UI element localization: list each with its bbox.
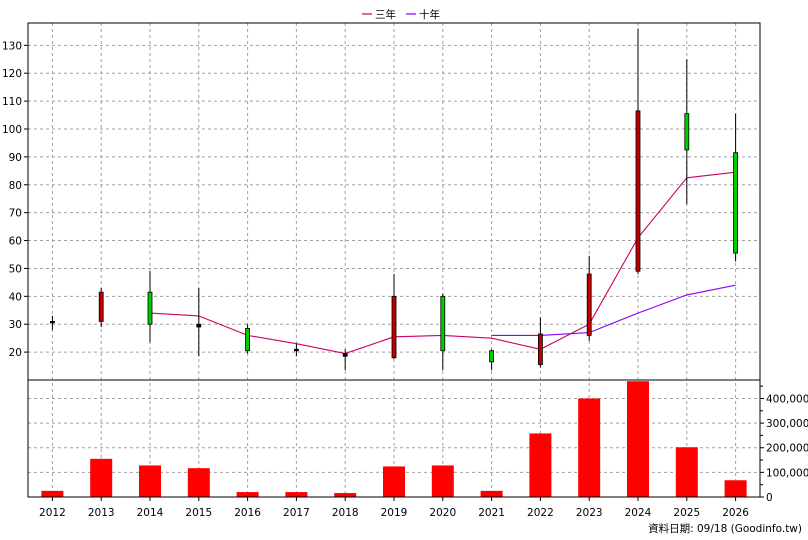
price-tick-label: 50 [9, 263, 22, 275]
x-tick-label: 2013 [88, 507, 115, 519]
candle [391, 274, 397, 360]
candle-body [684, 113, 690, 151]
candle-body [147, 291, 153, 325]
legend-label: 三年 [375, 8, 396, 21]
candle [147, 271, 153, 343]
volume-tick-label: 100,000 [766, 467, 808, 479]
candle [196, 287, 202, 357]
plot-frame [27, 22, 761, 498]
candle [50, 315, 55, 330]
candle [440, 293, 446, 371]
volume-bar [675, 447, 698, 497]
candles [50, 28, 738, 371]
candle-body [489, 350, 495, 363]
volume-tick-label: 300,000 [766, 418, 808, 430]
volume-axis: 0 100,000 200,000 300,000 400,000 [760, 385, 808, 504]
candle-body [635, 110, 641, 272]
volume-bar [334, 493, 357, 497]
candle [684, 59, 690, 205]
volume-bar [285, 492, 308, 497]
x-tick-label: 2023 [576, 507, 603, 519]
x-tick-label: 2024 [625, 507, 652, 519]
x-tick-label: 2020 [429, 507, 456, 519]
candle-body [293, 348, 299, 352]
price-tick-label: 120 [2, 68, 22, 80]
candle-body [391, 295, 397, 359]
x-axis: 2012 2013 2014 2015 2016 2017 2018 2019 2020 2021… [39, 497, 749, 519]
plot-frames [27, 22, 761, 498]
candle [342, 349, 348, 371]
volume-bars [41, 381, 747, 497]
candle-body [98, 291, 104, 322]
price-tick-label: 20 [9, 347, 22, 359]
source-note: 資料日期: 09/18 (Goodinfo.tw) [648, 522, 802, 535]
volume-bar [724, 480, 747, 497]
candle-body [342, 353, 348, 357]
candle-body [733, 152, 738, 254]
candle [635, 28, 641, 275]
volume-bar [41, 490, 64, 497]
price-axis: 20 30 40 50 60 70 80 90 100 110 120 130 [2, 40, 28, 359]
volume-bar [383, 466, 405, 497]
candle [733, 113, 738, 262]
price-tick-label: 40 [9, 291, 22, 303]
candle-body [196, 323, 202, 328]
volume-bar [529, 433, 552, 497]
candle-body [538, 333, 543, 366]
price-tick-label: 70 [9, 208, 22, 220]
volume-tick-label: 400,000 [766, 393, 808, 405]
price-tick-label: 90 [9, 152, 22, 164]
x-tick-label: 2012 [39, 507, 66, 519]
x-tick-label: 2015 [185, 507, 212, 519]
volume-bar [578, 398, 601, 497]
price-tick-label: 130 [2, 40, 22, 52]
candle [489, 349, 495, 371]
candle [538, 317, 543, 368]
candle [98, 287, 104, 328]
x-tick-label: 2017 [283, 507, 310, 519]
volume-bar [236, 492, 259, 497]
candle-body [586, 273, 592, 336]
x-tick-label: 2018 [332, 507, 359, 519]
volume-bar [627, 381, 649, 497]
candle [586, 255, 592, 341]
price-tick-label: 60 [9, 236, 22, 248]
volume-tick-label: 0 [766, 492, 773, 504]
volume-tick-label: 200,000 [766, 443, 808, 455]
candle-body [440, 295, 446, 352]
x-tick-label: 2021 [478, 507, 505, 519]
volume-bar [431, 465, 454, 497]
price-tick-label: 30 [9, 319, 22, 331]
x-tick-label: 2025 [673, 507, 700, 519]
legend-label: 十年 [419, 8, 440, 21]
volume-bar [90, 458, 113, 497]
volume-bar [139, 465, 161, 497]
candle-body [50, 321, 55, 324]
x-tick-label: 2026 [722, 507, 749, 519]
candle-body [245, 328, 251, 352]
x-tick-label: 2016 [234, 507, 261, 519]
x-tick-label: 2019 [381, 507, 408, 519]
price-tick-label: 80 [9, 180, 22, 192]
volume-bar [480, 490, 503, 497]
volume-bar [187, 468, 210, 497]
candle [245, 324, 251, 354]
x-tick-label: 2022 [527, 507, 554, 519]
series-line-10yr [491, 284, 736, 336]
price-tick-label: 100 [2, 124, 22, 136]
price-grid [28, 23, 760, 497]
price-tick-label: 110 [2, 96, 22, 108]
x-tick-label: 2014 [137, 507, 164, 519]
legend: 三年 十年 [362, 8, 440, 21]
candle [293, 343, 299, 357]
